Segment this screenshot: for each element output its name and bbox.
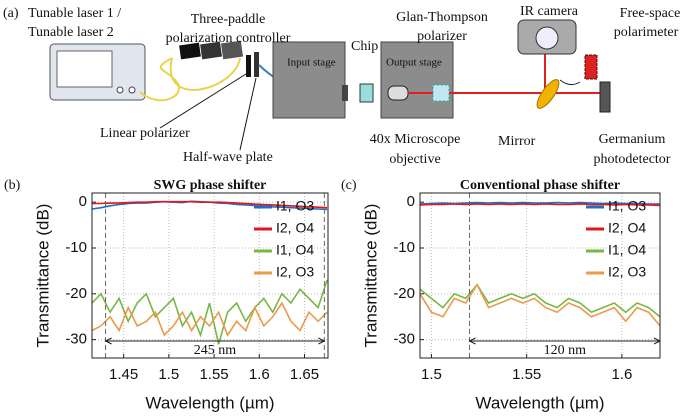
label: Tunable laser 1 / [28, 6, 121, 21]
axes-frame [419, 192, 661, 359]
series-line [419, 283, 661, 327]
label: Tunable laser 2 [28, 25, 114, 40]
annotation: 120 nm [544, 343, 587, 358]
output-stage [380, 41, 454, 119]
x-tick-label: 1.65 [290, 366, 319, 383]
legend-label: I2, O3 [276, 264, 314, 280]
y-tick-label: -30 [65, 331, 87, 348]
y-axis-label: Transmittance (dB) [361, 204, 380, 348]
x-tick-label: 1.55 [512, 366, 541, 383]
label: Glan-Thompson [396, 10, 488, 25]
series-line [419, 283, 661, 318]
label: Half-wave plate [183, 150, 273, 165]
x-tick-label: 1.5 [421, 366, 442, 383]
leader-line [159, 73, 247, 129]
chart-title: SWG phase shifter [154, 178, 267, 193]
annotation-arrow [104, 337, 326, 345]
y-tick-label: -20 [65, 285, 87, 302]
panel-label: (c) [341, 178, 357, 193]
legend-label: I1, O3 [276, 198, 314, 214]
chip [359, 83, 374, 103]
label: polarizer [417, 29, 467, 44]
input-stage [272, 41, 346, 119]
chart-title: Conventional phase shifter [460, 178, 620, 193]
label: Three-paddle [191, 12, 266, 27]
x-tick-label: 1.5 [158, 366, 179, 383]
y-tick-label: -10 [393, 239, 415, 256]
series-line [91, 301, 328, 337]
label: objective [389, 152, 440, 167]
legend-label: I2, O4 [608, 220, 646, 236]
y-axis-label: Transmittance (dB) [33, 204, 52, 348]
x-tick-label: 1.45 [109, 366, 138, 383]
y-tick-label: -10 [65, 239, 87, 256]
label: Germanium [599, 132, 666, 147]
objective [387, 85, 409, 101]
label: IR camera [520, 4, 579, 19]
legend-label: I2, O3 [608, 264, 646, 280]
linear-polarizer-plate [246, 55, 251, 77]
series-line [419, 203, 661, 207]
label: Chip [351, 39, 378, 54]
series-line [91, 279, 328, 345]
fiber-holder [342, 85, 348, 101]
paddle [220, 40, 244, 60]
x-tick-label: 1.55 [199, 366, 228, 383]
laser-screen [56, 50, 113, 88]
photodetector [599, 81, 611, 113]
annotation: 245 nm [194, 343, 237, 358]
mirror [536, 79, 560, 109]
x-tick-label: 1.6 [611, 366, 632, 383]
paddle [179, 42, 201, 60]
paddle [200, 41, 223, 60]
label: polarimeter [614, 25, 679, 40]
legend-label: I1, O4 [608, 242, 646, 258]
label: photodetector [594, 152, 671, 167]
y-tick-label: 0 [79, 193, 87, 210]
polarimeter [584, 54, 598, 80]
label: Input stage [287, 57, 336, 69]
y-tick-label: 0 [407, 193, 415, 210]
fiber [139, 57, 181, 102]
series-line [92, 200, 328, 209]
setup-diagram: (a) Tunable laser 1 / Tunable laser 2 Th… [3, 4, 680, 167]
panel-label: (b) [4, 178, 21, 193]
y-tick-label: -20 [393, 285, 415, 302]
x-axis-label: Wavelength (µm) [145, 393, 274, 412]
glan-polarizer [432, 84, 450, 102]
laser-knob [116, 86, 124, 94]
half-wave-plate [254, 52, 259, 77]
y-tick-label: -30 [393, 331, 415, 348]
panel-label: (a) [3, 6, 19, 21]
label: 40x Microscope [370, 132, 461, 147]
label: polarization controller [166, 31, 291, 46]
leader-line [239, 77, 257, 151]
label: Free-space [620, 6, 681, 21]
legend-label: I1, O3 [608, 198, 646, 214]
legend-label: I1, O4 [276, 242, 314, 258]
label: Output stage [386, 57, 442, 69]
series-line [419, 201, 660, 205]
axes-frame [91, 192, 329, 359]
flip-arrow [559, 79, 581, 86]
x-tick-label: 1.6 [249, 366, 270, 383]
legend-label: I2, O4 [276, 220, 314, 236]
camera-lens [535, 26, 559, 50]
x-axis-label: Wavelength (µm) [475, 393, 604, 412]
fiber [169, 57, 241, 91]
label: Mirror [498, 134, 536, 149]
label: Linear polarizer [100, 126, 190, 141]
laser-knob [128, 86, 136, 94]
